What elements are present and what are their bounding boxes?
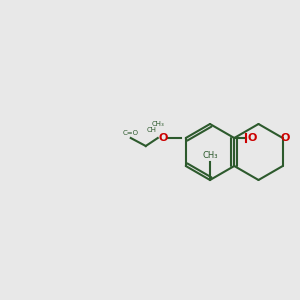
Text: CH: CH [147,127,157,133]
Text: CH₃: CH₃ [202,152,218,160]
Text: O: O [248,133,257,143]
Text: C=O: C=O [123,130,139,136]
Text: CH₃: CH₃ [152,121,164,127]
Text: O: O [158,133,167,143]
Text: O: O [280,133,289,143]
